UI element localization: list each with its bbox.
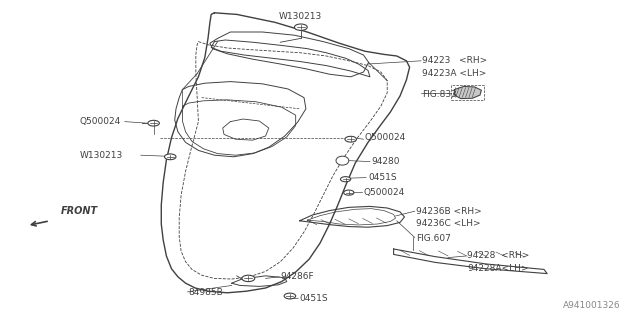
Text: 94236B <RH>: 94236B <RH> [416,207,482,216]
Text: 94228A<LH>: 94228A<LH> [467,264,529,273]
Text: Q500024: Q500024 [365,133,406,142]
Circle shape [345,136,356,142]
Text: 94223   <RH>: 94223 <RH> [422,56,488,65]
Text: 0451S: 0451S [300,294,328,303]
Text: 94236C <LH>: 94236C <LH> [416,220,481,228]
Circle shape [294,24,307,30]
Circle shape [242,275,255,282]
Polygon shape [454,86,481,99]
Bar [451,85,484,100]
Text: W130213: W130213 [279,12,323,21]
Text: Q500024: Q500024 [364,188,404,196]
Text: 84985B: 84985B [189,288,223,297]
Circle shape [148,120,159,126]
Text: W130213: W130213 [80,151,124,160]
Text: 94228  <RH>: 94228 <RH> [467,252,529,260]
Text: FIG.607: FIG.607 [416,234,451,243]
Ellipse shape [336,156,349,165]
Text: 94223A <LH>: 94223A <LH> [422,69,487,78]
Circle shape [164,154,176,160]
Text: 0451S: 0451S [368,173,397,182]
Text: FRONT: FRONT [61,206,98,216]
Text: 94280: 94280 [371,157,400,166]
Circle shape [340,177,351,182]
Text: A941001326: A941001326 [563,301,621,310]
Circle shape [284,293,296,299]
Circle shape [344,190,354,195]
Text: Q500024: Q500024 [80,117,121,126]
Text: FIG.833: FIG.833 [422,90,457,99]
Text: 94286F: 94286F [280,272,314,281]
